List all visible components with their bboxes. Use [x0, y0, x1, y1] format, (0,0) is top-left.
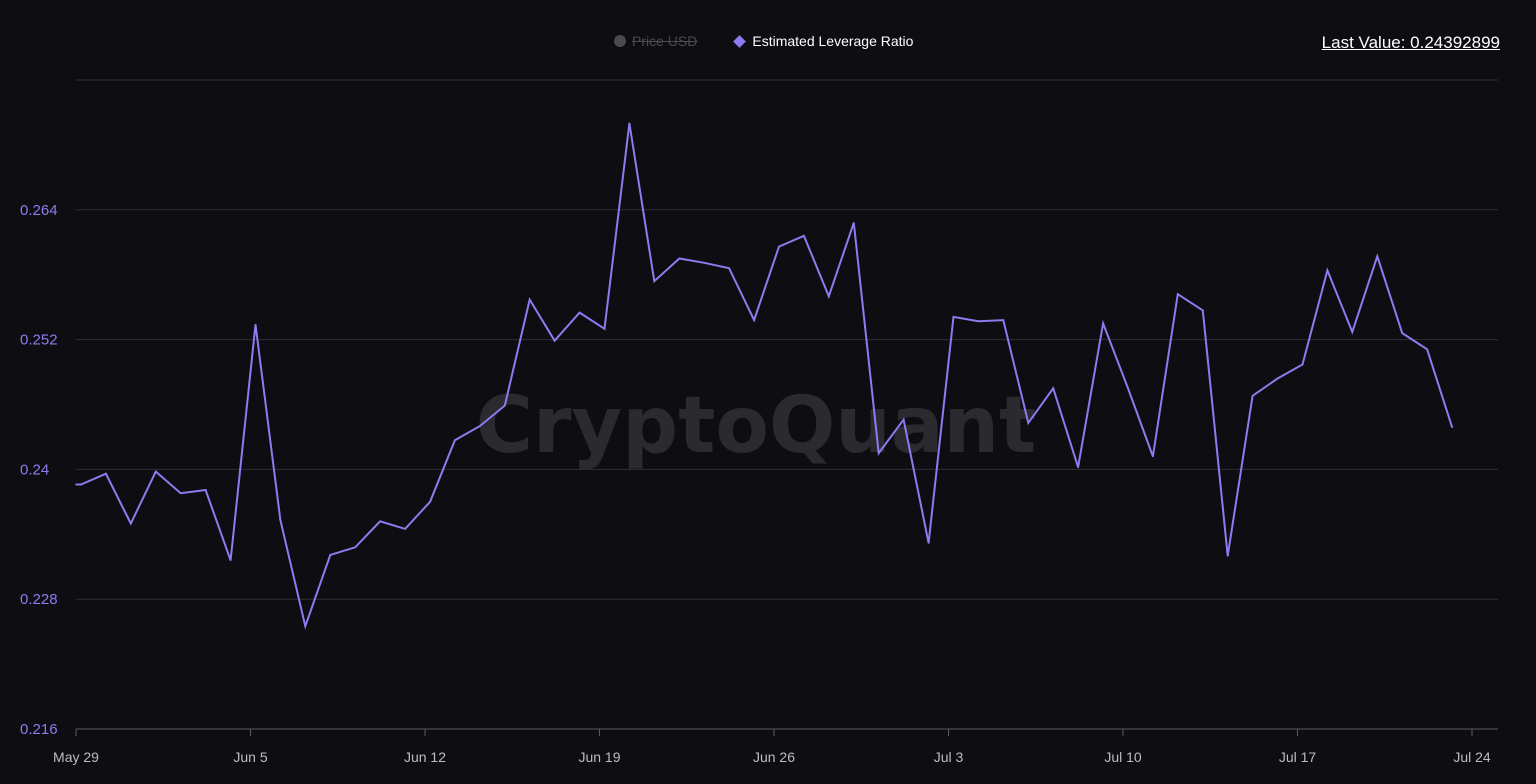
x-tick-label: Jul 10 — [1104, 749, 1142, 765]
data-point — [603, 328, 606, 330]
legend-item-estimated-leverage-ratio[interactable]: Estimated Leverage Ratio — [733, 33, 914, 49]
x-tick-label: Jun 19 — [578, 749, 620, 765]
data-point — [1127, 387, 1129, 390]
data-point — [728, 267, 730, 270]
data-point — [454, 439, 456, 442]
data-point — [75, 483, 77, 486]
data-point — [803, 235, 805, 237]
data-point — [1451, 426, 1453, 429]
data-point — [853, 222, 855, 224]
data-point — [778, 245, 780, 248]
data-point — [902, 418, 905, 421]
data-point — [1102, 322, 1104, 325]
data-point — [304, 625, 307, 627]
circle-icon — [614, 35, 626, 47]
y-tick-label: 0.216 — [20, 721, 58, 738]
x-tick-label: Jul 3 — [934, 749, 964, 765]
data-point — [753, 319, 755, 321]
data-point — [703, 262, 705, 264]
y-tick-label: 0.228 — [20, 591, 58, 608]
data-point — [404, 528, 406, 530]
data-point — [429, 501, 431, 503]
data-point — [528, 298, 531, 301]
data-point — [229, 559, 232, 562]
data-point — [504, 404, 506, 407]
data-point — [678, 257, 681, 260]
data-point — [1027, 422, 1030, 424]
legend-label-estimated-leverage-ratio: Estimated Leverage Ratio — [752, 33, 914, 49]
data-point — [329, 554, 332, 556]
data-point — [1276, 377, 1279, 380]
x-tick-label: Jul 24 — [1453, 749, 1491, 765]
data-point — [1401, 332, 1403, 334]
data-point — [204, 489, 207, 491]
x-tick-label: Jul 17 — [1279, 749, 1317, 765]
data-point — [155, 470, 157, 473]
x-tick-label: Jun 26 — [753, 749, 795, 765]
data-point — [1152, 455, 1154, 458]
x-tick-label: May 29 — [53, 749, 99, 765]
data-point — [1426, 348, 1428, 351]
last-value-link[interactable]: Last Value: 0.24392899 — [1321, 33, 1500, 52]
data-point — [1002, 319, 1005, 321]
chart-legend: Price USD Estimated Leverage Ratio — [614, 33, 913, 49]
data-point — [977, 320, 980, 323]
data-point — [952, 316, 955, 318]
data-point — [379, 520, 381, 523]
data-point — [130, 522, 132, 525]
series-group — [75, 122, 1454, 630]
data-point — [1052, 387, 1054, 390]
data-point — [877, 452, 880, 455]
x-tick-label: Jun 12 — [404, 749, 446, 765]
data-point — [354, 546, 357, 549]
data-point — [828, 295, 830, 298]
data-point — [1351, 331, 1354, 333]
data-point — [553, 339, 556, 342]
x-axis: May 29 Jun 5 Jun 12 Jun 19 Jun 26 Jul 3 Jul 10… — [53, 728, 1498, 765]
data-point — [254, 323, 257, 326]
data-point — [1301, 363, 1304, 366]
data-point — [1226, 555, 1229, 557]
data-point — [578, 311, 581, 314]
data-point — [1251, 395, 1254, 397]
y-axis: 0.216 0.228 0.24 0.252 0.264 — [20, 202, 58, 738]
data-point — [628, 122, 631, 125]
data-point — [927, 542, 930, 544]
legend-label-price-usd: Price USD — [632, 33, 698, 49]
data-point — [1202, 309, 1204, 312]
data-point — [1376, 255, 1379, 258]
data-point — [1077, 466, 1079, 469]
data-point — [479, 425, 481, 427]
y-tick-label: 0.252 — [20, 332, 58, 349]
data-point — [1326, 269, 1329, 272]
grid-lines — [76, 79, 1498, 600]
series-line — [76, 123, 1454, 630]
y-tick-label: 0.24 — [20, 461, 49, 478]
data-point — [179, 492, 182, 495]
data-point — [279, 519, 282, 521]
watermark: CryptoQuant — [476, 381, 1037, 471]
y-tick-label: 0.264 — [20, 202, 58, 219]
data-point — [80, 483, 82, 486]
x-tick-label: Jun 5 — [233, 749, 267, 765]
legend-item-price-usd[interactable]: Price USD — [614, 33, 697, 49]
data-point — [653, 280, 656, 283]
data-point — [105, 472, 107, 475]
data-point — [1177, 293, 1179, 296]
